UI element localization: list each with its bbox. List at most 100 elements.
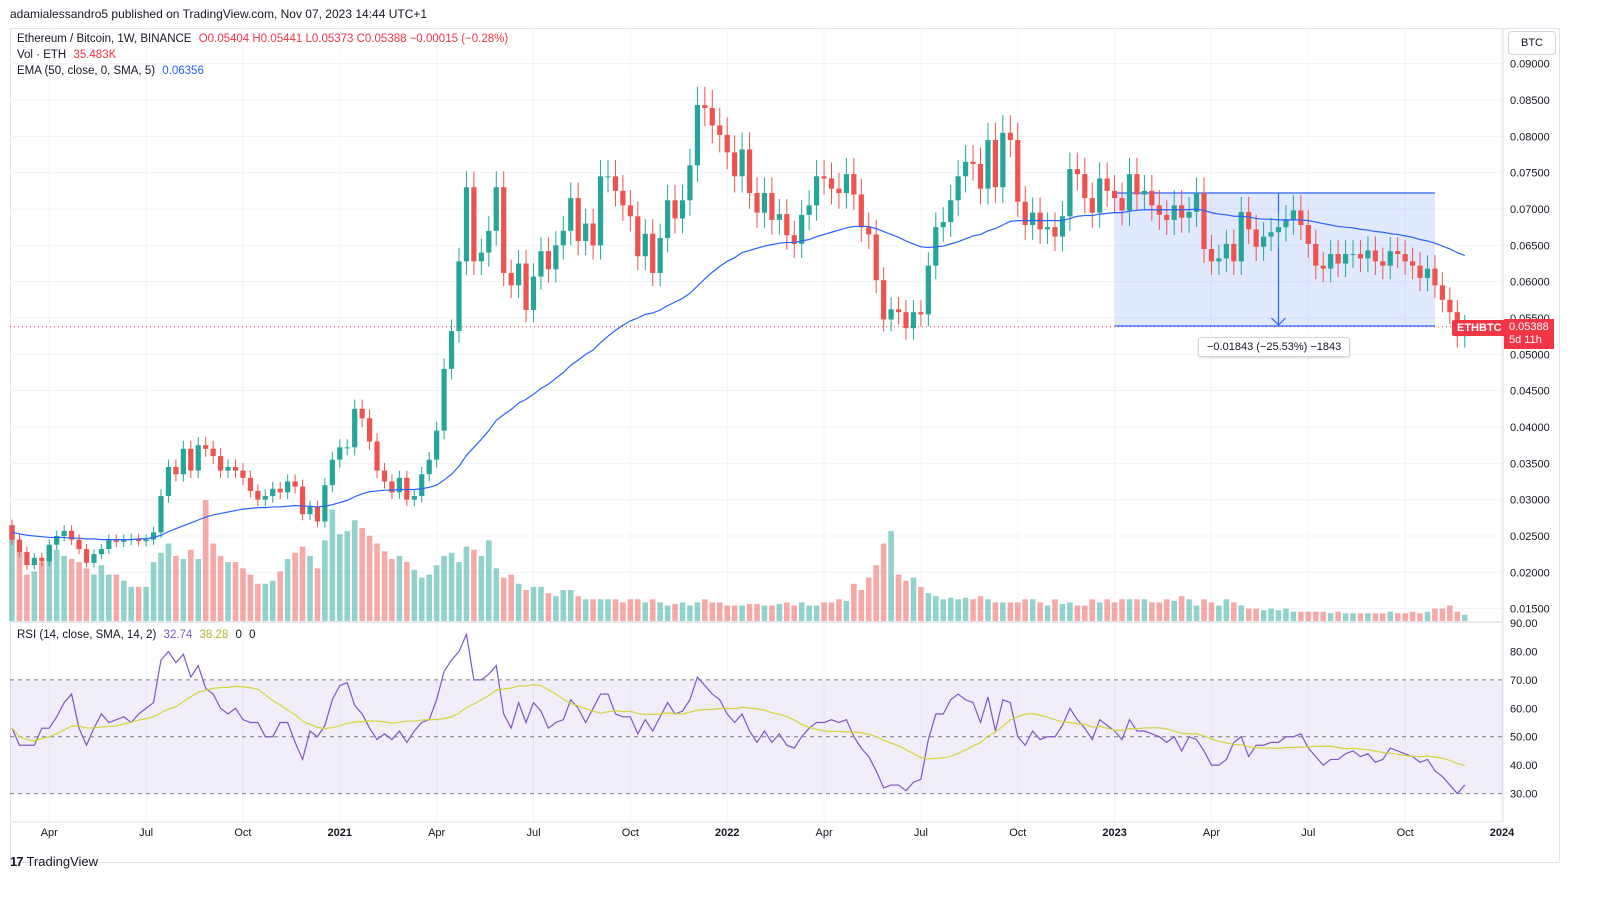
candle-body <box>1439 285 1445 300</box>
ema-series <box>11 208 1465 541</box>
candle-body <box>709 108 715 126</box>
candle-body <box>1320 265 1326 269</box>
candle-body <box>977 163 984 189</box>
candle-body <box>560 230 566 246</box>
candle-body <box>1380 261 1386 266</box>
volume-bar <box>1253 608 1259 621</box>
volume-bar <box>1216 605 1222 621</box>
candle-body <box>448 331 455 369</box>
candle-body <box>471 187 477 262</box>
candle-body <box>255 490 261 500</box>
volume-bar <box>1096 602 1103 621</box>
volume-bar <box>128 586 134 621</box>
candle-body <box>516 263 522 286</box>
volume-bar <box>925 593 932 621</box>
volume-bar <box>433 565 440 621</box>
candle-body <box>411 496 417 500</box>
volume-bar <box>754 603 760 621</box>
candle-body <box>262 496 268 500</box>
legend-vol-value: 35.483K <box>73 49 117 61</box>
volume-bar <box>1424 611 1431 621</box>
volume-bar <box>1186 599 1192 621</box>
price-range-box[interactable] <box>1114 192 1435 327</box>
candle-body <box>1290 210 1296 220</box>
candle-body <box>568 198 574 231</box>
candle-body <box>1201 193 1207 249</box>
volume-bar <box>1029 599 1036 621</box>
candle-body <box>1313 243 1319 266</box>
volume-bar <box>910 577 917 621</box>
candle-body <box>1447 299 1453 313</box>
volume-bar <box>1059 603 1066 621</box>
range-box-fill <box>1114 193 1435 326</box>
rsi-tick-label: 40.00 <box>1510 760 1538 772</box>
candle-body <box>1357 254 1364 259</box>
volume-bar <box>836 599 842 621</box>
candle-body <box>247 477 253 491</box>
volume-bar <box>1238 605 1245 621</box>
candle-body <box>1134 174 1140 195</box>
legend-volume-row[interactable]: Vol · ETH 35.483K <box>17 49 120 61</box>
volume-bar <box>269 580 276 621</box>
volume-bar <box>1134 599 1140 621</box>
volume-bar <box>702 599 708 621</box>
volume-bar <box>1417 613 1423 621</box>
volume-bar <box>493 568 500 621</box>
candle-body <box>61 530 67 536</box>
volume-bar <box>1156 602 1163 621</box>
candle-body <box>1223 243 1229 259</box>
candle-body <box>1022 201 1028 225</box>
volume-bar <box>411 569 418 621</box>
volume-bar <box>858 590 865 621</box>
volume-bar <box>120 580 127 621</box>
price-tick-label: 0.01500 <box>1510 604 1550 616</box>
candle-body <box>1350 254 1356 256</box>
candle-body <box>76 539 82 550</box>
volume-bar <box>195 559 202 621</box>
legend-symbol-row[interactable]: Ethereum / Bitcoin, 1W, BINANCE O0.05404… <box>17 33 512 45</box>
legend-rsi-row[interactable]: RSI (14, close, SMA, 14, 2) 32.74 38.28 … <box>17 629 260 641</box>
volume-bar <box>68 559 75 621</box>
currency-button[interactable]: BTC <box>1508 31 1556 55</box>
candle-body <box>665 200 671 239</box>
chart-frame <box>10 28 1560 863</box>
volume-bar <box>1275 610 1282 621</box>
time-axis[interactable]: Apr Jul Oct 2021 Apr Jul Oct 2022 Apr Jul Oct 2023 A… <box>41 827 1515 839</box>
candle-body <box>396 477 402 493</box>
volume-bar <box>232 562 239 621</box>
candle-body <box>925 265 931 315</box>
volume-bar <box>918 586 924 621</box>
volume-bar <box>1111 602 1118 621</box>
candle-body <box>1283 219 1289 228</box>
candle-body <box>165 466 172 497</box>
legend-ema-value: 0.06356 <box>162 65 204 77</box>
volume-bar <box>150 562 157 621</box>
candle-body <box>866 227 872 235</box>
candle-body <box>299 486 306 515</box>
candle-body <box>1208 248 1215 262</box>
legend-rsi-label: RSI (14, close, SMA, 14, 2) <box>17 629 157 641</box>
time-tick-label: 2023 <box>1102 827 1126 839</box>
candle-body <box>441 368 447 431</box>
tradingview-logo-text: TradingView <box>26 854 99 869</box>
volume-bar <box>635 599 641 621</box>
time-tick-label: 2022 <box>715 827 739 839</box>
candle-body <box>1067 169 1073 217</box>
volume-bar <box>1201 599 1207 621</box>
rsi-axis[interactable]: 90.00 80.00 70.00 60.00 50.00 40.00 30.00 <box>1510 618 1538 801</box>
price-tick-label: 0.07000 <box>1510 204 1550 216</box>
candle-body <box>1164 214 1170 220</box>
candle-body <box>1112 190 1118 199</box>
price-axis[interactable]: 0.09000 0.08500 0.08000 0.07500 0.07000 0.065… <box>1510 59 1550 616</box>
volume-bars <box>9 500 1468 621</box>
tradingview-logo[interactable]: 17 TradingView <box>10 854 98 869</box>
volume-bar <box>292 552 298 621</box>
volume-bar <box>158 552 164 621</box>
legend-ema-row[interactable]: EMA (50, close, 0, SMA, 5) 0.06356 <box>17 65 208 77</box>
candle-body <box>1052 227 1058 237</box>
volume-bar <box>560 590 567 621</box>
candle-body <box>1268 232 1274 237</box>
candle-body <box>583 223 589 241</box>
candle-body <box>888 309 894 320</box>
